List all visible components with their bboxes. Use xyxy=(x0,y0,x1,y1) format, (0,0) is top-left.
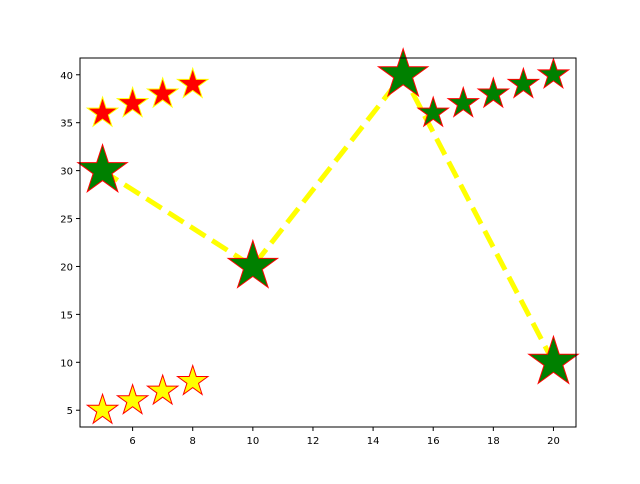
y-tick-label: 25 xyxy=(60,215,73,226)
y-tick-label: 10 xyxy=(60,358,73,369)
x-tick-label: 6 xyxy=(129,436,135,447)
star-marker xyxy=(115,85,150,118)
star-marker xyxy=(115,383,150,415)
star-marker xyxy=(446,85,481,118)
x-tick-label: 10 xyxy=(246,436,259,447)
star-marker xyxy=(85,95,120,128)
star-marker xyxy=(145,76,180,109)
x-tick-label: 20 xyxy=(547,436,560,447)
plot-area xyxy=(80,58,576,427)
x-tick-label: 8 xyxy=(190,436,196,447)
x-tick-label: 18 xyxy=(487,436,500,447)
star-marker xyxy=(175,363,210,396)
star-marker xyxy=(476,76,511,109)
axes: 6 8 10 12 14 16 18 20 5 10 15 20 25 30 35 40 xyxy=(60,57,577,447)
y-tick-label: 15 xyxy=(60,310,73,321)
star-marker xyxy=(145,373,180,406)
y-tick-label: 20 xyxy=(60,262,73,273)
x-tick-label: 16 xyxy=(427,436,440,447)
x-tick-label: 14 xyxy=(367,436,380,447)
series-line xyxy=(101,70,556,364)
y-tick-label: 35 xyxy=(60,119,73,130)
star-marker xyxy=(376,47,430,98)
y-tick-label: 5 xyxy=(67,406,73,417)
star-marker xyxy=(226,238,280,289)
x-tick-label: 12 xyxy=(307,436,320,447)
star-marker xyxy=(527,334,580,385)
axes-frame xyxy=(79,57,577,428)
star-marker xyxy=(85,392,120,425)
star-marker xyxy=(416,95,450,128)
star-marker xyxy=(175,66,210,99)
data-marks xyxy=(76,47,580,425)
star-marker xyxy=(76,143,129,193)
y-tick-label: 40 xyxy=(60,71,73,82)
y-tick-label: 30 xyxy=(60,167,73,178)
star-marker xyxy=(536,57,571,90)
star-marker xyxy=(506,66,541,99)
